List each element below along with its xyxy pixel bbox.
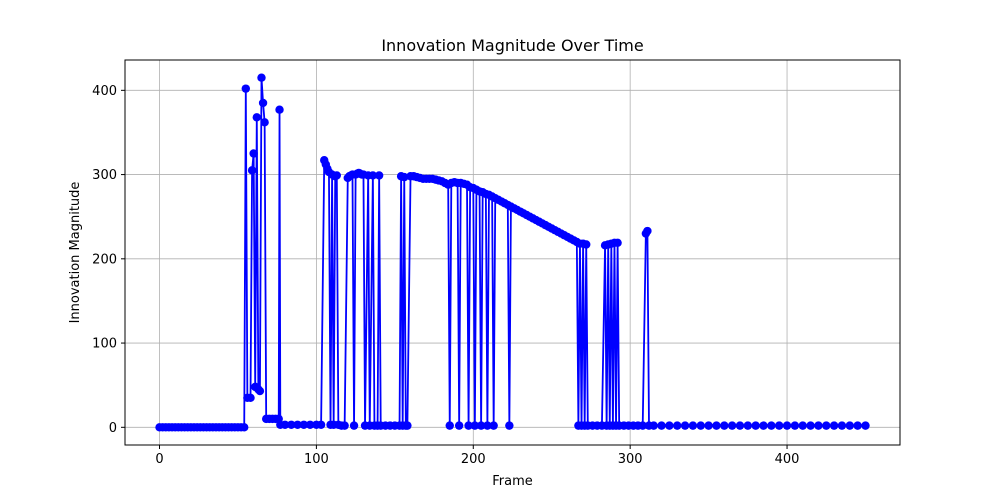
data-point (767, 421, 776, 430)
data-point (280, 420, 290, 429)
data-point (759, 421, 768, 430)
data-point (727, 421, 737, 430)
data-point (505, 421, 514, 430)
data-point (775, 421, 784, 430)
data-point (241, 84, 250, 93)
data-point (790, 421, 800, 430)
y-tick-label: 100 (92, 337, 117, 352)
data-point (613, 238, 622, 248)
data-point (240, 423, 249, 432)
data-point (680, 421, 690, 430)
data-point (743, 421, 753, 430)
data-point (476, 421, 486, 430)
data-point (720, 421, 729, 430)
data-point (260, 118, 269, 127)
data-point (822, 421, 831, 430)
data-point (293, 420, 302, 429)
data-point (349, 421, 359, 430)
data-point (332, 171, 341, 180)
x-axis-label: Frame (492, 474, 533, 489)
data-point (287, 420, 296, 429)
data-point (696, 421, 705, 430)
data-point (246, 393, 255, 403)
data-point (252, 113, 261, 122)
data-point (403, 421, 412, 430)
data-point (255, 386, 265, 396)
data-point (258, 98, 268, 108)
data-point (798, 421, 807, 430)
data-point (704, 421, 713, 430)
data-point (249, 149, 258, 158)
data-point (247, 166, 257, 175)
data-point (814, 421, 823, 430)
data-point (299, 420, 309, 429)
data-point (368, 171, 378, 180)
series-0 (155, 73, 870, 432)
data-point (837, 421, 847, 430)
x-tick-label: 200 (461, 452, 486, 467)
chart-title: Innovation Magnitude Over Time (381, 36, 643, 55)
y-tick-label: 300 (92, 168, 117, 183)
data-point (861, 421, 870, 430)
data-point (464, 421, 473, 430)
data-point (275, 105, 284, 114)
data-point (782, 421, 792, 430)
data-point (735, 421, 745, 430)
data-point (688, 421, 698, 430)
data-point (445, 421, 454, 430)
data-point (454, 421, 464, 430)
data-point (665, 421, 674, 430)
data-point (673, 421, 682, 430)
data-point (638, 421, 647, 430)
data-point (712, 421, 721, 430)
data-point (751, 421, 760, 430)
data-point (316, 420, 326, 429)
data-point (489, 421, 498, 430)
data-point (305, 420, 315, 429)
y-axis-label: Innovation Magnitude (68, 182, 83, 324)
data-point (483, 421, 492, 430)
series-line (159, 76, 866, 429)
data-point (649, 421, 658, 430)
x-tick-label: 0 (155, 452, 163, 467)
data-point (470, 421, 480, 430)
x-tick-label: 400 (775, 452, 800, 467)
data-point (806, 421, 815, 430)
ticks: 0 100 200 300 400 0 100 200 300 400 (92, 84, 799, 467)
y-tick-label: 400 (92, 84, 117, 99)
data-point (374, 171, 384, 180)
y-tick-label: 0 (109, 421, 117, 436)
x-tick-label: 300 (618, 452, 643, 467)
data-point (643, 226, 652, 236)
data-point (829, 421, 839, 430)
y-tick-label: 200 (92, 252, 117, 267)
data-point (257, 73, 266, 82)
data-point (657, 421, 666, 430)
plot-frame (124, 59, 901, 446)
data-point (340, 421, 349, 430)
grid (125, 60, 900, 445)
x-tick-label: 100 (304, 452, 329, 467)
data-point (400, 172, 409, 182)
data-point (582, 240, 591, 249)
data-point (845, 421, 854, 430)
data-point (853, 421, 862, 430)
